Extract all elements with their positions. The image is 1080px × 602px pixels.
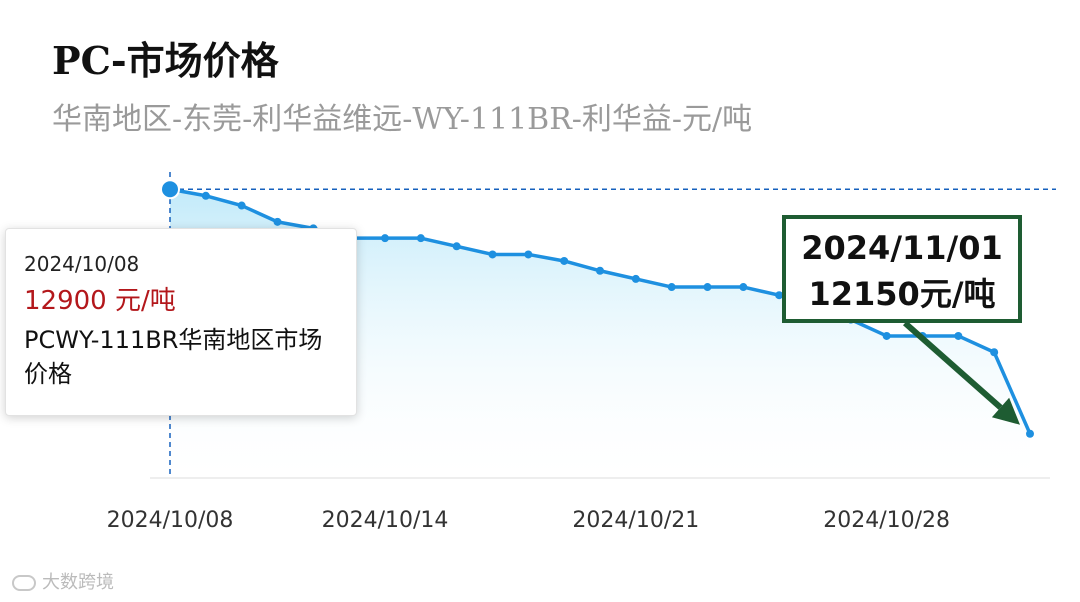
data-point <box>631 274 640 283</box>
data-point <box>488 250 497 259</box>
watermark-text: 大数跨境 <box>42 572 114 593</box>
data-point <box>452 242 461 251</box>
data-point <box>667 283 676 292</box>
data-point <box>882 331 891 340</box>
data-point <box>990 348 999 357</box>
data-point <box>703 283 712 292</box>
tooltip-date: 2024/10/08 <box>24 252 140 276</box>
x-tick-label: 2024/10/28 <box>823 508 950 533</box>
data-point <box>273 217 282 226</box>
latest-price-callout: 2024/11/01 12150元/吨 <box>782 215 1022 323</box>
brand-logo-icon <box>12 575 36 591</box>
data-point <box>524 250 533 259</box>
watermark: 大数跨境 <box>12 568 114 594</box>
x-tick-label: 2024/10/21 <box>572 508 699 533</box>
data-point <box>1026 429 1034 438</box>
area-fill <box>170 189 1030 478</box>
data-point <box>560 256 569 265</box>
chart-title: PC-市场价格 <box>52 38 279 83</box>
data-point <box>954 331 963 340</box>
data-point <box>739 283 748 292</box>
callout-arrow-head <box>991 397 1020 425</box>
highlighted-data-point <box>160 179 180 200</box>
callout-date: 2024/11/01 <box>801 229 1003 267</box>
data-point <box>416 234 425 243</box>
data-point <box>596 266 604 275</box>
data-point <box>201 191 210 200</box>
hover-tooltip: 2024/10/08 12900 元/吨 PCWY-111BR华南地区市场价格 <box>5 228 357 416</box>
tooltip-series-label: PCWY-111BR华南地区市场价格 <box>24 326 323 388</box>
data-point <box>381 234 389 243</box>
callout-arrow-shaft <box>903 320 1003 410</box>
data-point <box>237 201 246 210</box>
x-tick-label: 2024/10/08 <box>107 508 234 533</box>
callout-price: 12150元/吨 <box>808 275 996 313</box>
chart-subtitle: 华南地区-东莞-利华益维远-WY-111BR-利华益-元/吨 <box>52 102 753 137</box>
tooltip-price: 12900 元/吨 <box>24 286 176 316</box>
x-tick-label: 2024/10/14 <box>322 508 449 533</box>
data-point <box>775 291 784 300</box>
